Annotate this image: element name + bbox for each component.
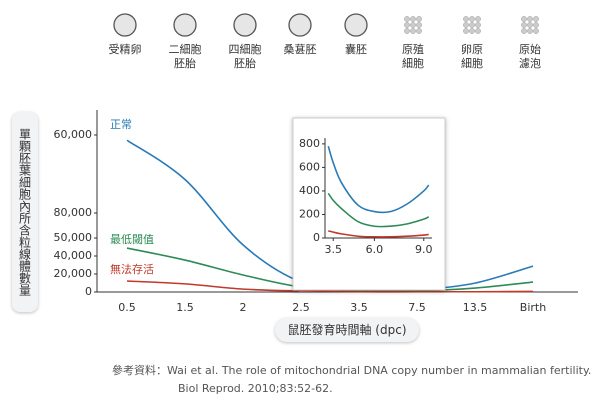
stage-label: 桑葚胚 <box>284 43 317 56</box>
stage-label: 細胞 <box>402 57 424 70</box>
stage-icon <box>416 22 422 28</box>
y-tick-label: 400 <box>299 184 320 197</box>
x-tick-label: 0.5 <box>118 301 136 314</box>
stage-icon <box>173 13 197 37</box>
stage-icon <box>416 28 422 34</box>
y-tick-label: 40,000 <box>54 249 93 262</box>
stage-label: 濾泡 <box>519 56 541 70</box>
series-label: 無法存活 <box>110 262 154 276</box>
x-tick-label: 7.5 <box>408 301 426 314</box>
x-tick-label: 1.5 <box>176 301 194 314</box>
stage-icon <box>475 28 481 34</box>
stage-icon <box>533 16 539 22</box>
x-tick-label: 9.0 <box>415 243 433 256</box>
x-tick-label: Birth <box>520 301 546 314</box>
inset-frame <box>292 117 446 291</box>
stage-icon <box>475 22 481 28</box>
stage-icon <box>463 16 469 22</box>
stage-icon <box>469 16 475 22</box>
stage-icon <box>344 13 368 37</box>
stage-icon <box>463 28 469 34</box>
stage-icon <box>404 16 410 22</box>
stage-icon <box>410 22 416 28</box>
stage-icon <box>410 28 416 34</box>
stage-icon <box>527 28 533 34</box>
stage-label: 卵原 <box>461 43 483 56</box>
series-label: 正常 <box>110 118 132 131</box>
stage-icon <box>404 28 410 34</box>
y-tick-label: 80,000 <box>54 206 93 219</box>
stage-label: 胚胎 <box>234 56 256 70</box>
x-tick-label: 2.5 <box>292 301 310 314</box>
stage-label: 四細胞 <box>229 43 262 56</box>
series-label: 最低閾值 <box>110 233 154 246</box>
y-axis-title: 單顆胚葉細胞內所含粒線體數量 <box>12 112 38 312</box>
stage-label: 原始 <box>519 42 541 56</box>
stage-label: 胚胎 <box>174 56 196 70</box>
stage-icon <box>527 16 533 22</box>
stage-icon <box>469 22 475 28</box>
stage-icon <box>533 28 539 34</box>
stage-icon <box>410 16 416 22</box>
y-tick-label: 600 <box>299 160 320 173</box>
stage-icon <box>233 13 257 37</box>
stage-label: 細胞 <box>461 57 483 70</box>
inset: 0 200 400 600 800 3.5 6.0 9.0 <box>292 117 446 291</box>
stage-icon <box>521 16 527 22</box>
line <box>126 280 534 293</box>
stage-icon <box>113 13 137 37</box>
source: 參考資料：Wai et al. The role of mitochondria… <box>112 364 592 377</box>
x-tick-label: 3.5 <box>350 301 368 314</box>
x-tick-label: 13.5 <box>463 301 488 314</box>
stage-icon <box>288 13 312 37</box>
y-tick-label: 0 <box>313 231 320 244</box>
stage-icon <box>416 16 422 22</box>
line <box>327 146 430 214</box>
y-tick-label: 800 <box>299 137 320 150</box>
stage-label: 二細胞 <box>169 43 202 56</box>
stage-icon <box>521 28 527 34</box>
source: Biol Reprod. 2010;83:52-62. <box>178 382 333 395</box>
x-tick-label: 2 <box>240 301 247 314</box>
x-tick-label: 3.5 <box>324 243 342 256</box>
stage-icon <box>533 22 539 28</box>
stage-icon <box>469 28 475 34</box>
y-tick-label: 50,000 <box>54 231 93 244</box>
stage-label: 原殖 <box>402 43 424 56</box>
y-tick-label: 60,000 <box>54 128 93 141</box>
stage-label: 囊胚 <box>345 42 367 56</box>
stage-icon <box>463 22 469 28</box>
y-tick-label: 0 <box>85 285 92 298</box>
stage-icon <box>475 16 481 22</box>
stage-icon <box>521 22 527 28</box>
y-tick-label: 20,000 <box>54 267 93 280</box>
x-axis-title: 鼠胚發育時間軸 (dpc) <box>275 318 419 342</box>
line <box>327 192 430 228</box>
stage-icon <box>404 22 410 28</box>
y-tick-label: 200 <box>299 207 320 220</box>
stage-label: 受精卵 <box>109 43 142 56</box>
x-tick-label: 6.0 <box>366 243 384 256</box>
line <box>328 230 429 238</box>
stage-icon <box>527 22 533 28</box>
